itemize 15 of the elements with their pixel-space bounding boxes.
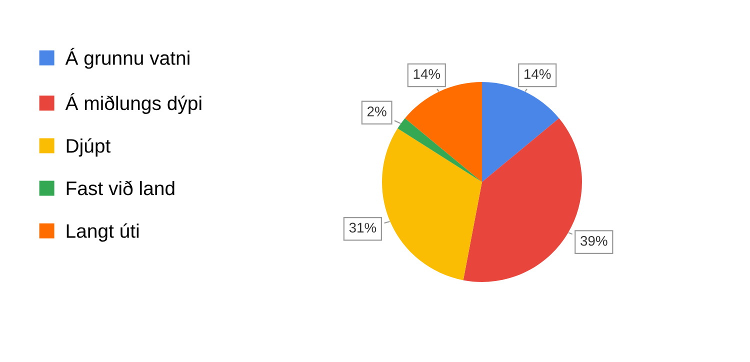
data-label: 14% [524,69,551,79]
legend-label: Á miðlungs dýpi [65,93,202,114]
pie-slice [398,118,482,182]
data-label: 39% [580,236,608,246]
data-label: 31% [349,222,376,233]
legend-label: Fast við land [66,180,174,196]
pie-slice [463,118,582,282]
pie-slice [382,128,482,280]
pie-slice [482,82,560,182]
legend-label: Á grunnu vatni [65,48,190,69]
data-label: 2% [367,106,386,116]
pie-slice [404,82,482,182]
legend-label: Djúpt [66,138,111,157]
legend-label: Langt úti [66,223,139,242]
data-label: 14% [414,69,440,79]
